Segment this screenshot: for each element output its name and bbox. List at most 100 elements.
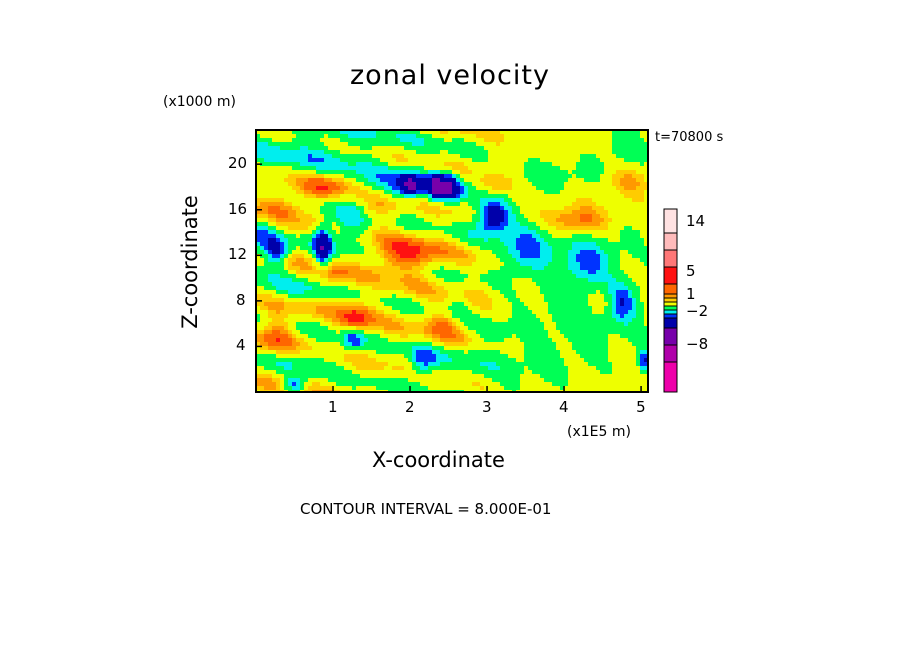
contour-cell [584,194,588,198]
contour-cell [644,246,648,250]
contour-cell [256,150,260,154]
contour-cell [568,174,572,178]
contour-cell [624,254,628,258]
contour-cell [272,182,276,186]
contour-cell [600,218,604,222]
contour-cell [616,262,620,266]
contour-cell [368,158,372,162]
contour-cell [452,194,456,198]
contour-cell [544,210,548,214]
contour-cell [604,202,608,206]
contour-cell [324,254,328,258]
contour-cell [608,254,612,258]
contour-cell [292,154,296,158]
contour-cell [284,158,288,162]
contour-cell [560,278,564,282]
contour-cell [600,270,604,274]
contour-cell [340,154,344,158]
contour-cell [412,186,416,190]
contour-cell [408,202,412,206]
contour-cell [276,314,280,318]
contour-cell [544,274,548,278]
contour-cell [300,134,304,138]
contour-cell [344,190,348,194]
contour-cell [324,146,328,150]
contour-cell [332,150,336,154]
contour-cell [464,210,468,214]
contour-cell [288,134,292,138]
contour-cell [324,206,328,210]
contour-cell [572,274,576,278]
contour-cell [520,250,524,254]
contour-cell [608,298,612,302]
contour-cell [620,250,624,254]
contour-cell [464,326,468,330]
contour-cell [356,142,360,146]
contour-cell [636,246,640,250]
contour-cell [420,310,424,314]
contour-cell [516,286,520,290]
contour-cell [584,322,588,326]
contour-cell [380,142,384,146]
contour-cell [556,186,560,190]
contour-cell [488,190,492,194]
contour-cell [408,242,412,246]
contour-cell [256,214,260,218]
contour-cell [520,246,524,250]
contour-cell [588,130,592,134]
contour-cell [580,326,584,330]
contour-cell [396,266,400,270]
contour-cell [400,130,404,134]
contour-cell [512,218,516,222]
contour-cell [644,162,648,166]
contour-cell [636,298,640,302]
contour-cell [264,322,268,326]
contour-cell [276,186,280,190]
contour-cell [448,210,452,214]
contour-cell [336,138,340,142]
contour-cell [312,218,316,222]
contour-cell [508,266,512,270]
contour-cell [624,246,628,250]
contour-cell [588,298,592,302]
contour-cell [272,150,276,154]
contour-cell [448,142,452,146]
contour-cell [644,278,648,282]
contour-cell [456,306,460,310]
contour-cell [280,234,284,238]
contour-cell [360,246,364,250]
contour-cell [360,138,364,142]
contour-cell [308,266,312,270]
contour-cell [460,234,464,238]
contour-cell [352,206,356,210]
contour-cell [276,302,280,306]
contour-cell [552,234,556,238]
contour-cell [260,210,264,214]
contour-cell [540,246,544,250]
contour-cell [424,214,428,218]
contour-cell [416,318,420,322]
contour-cell [500,278,504,282]
contour-cell [516,310,520,314]
contour-cell [552,230,556,234]
contour-cell [432,150,436,154]
contour-cell [412,314,416,318]
contour-cell [512,198,516,202]
contour-cell [604,246,608,250]
contour-cell [356,186,360,190]
contour-cell [264,310,268,314]
contour-cell [528,238,532,242]
contour-cell [644,294,648,298]
contour-cell [256,294,260,298]
contour-cell [484,178,488,182]
contour-cell [524,270,528,274]
contour-cell [432,250,436,254]
contour-cell [500,310,504,314]
contour-cell [628,190,632,194]
contour-cell [620,322,624,326]
contour-cell [576,166,580,170]
contour-cell [568,158,572,162]
contour-cell [440,158,444,162]
contour-cell [392,230,396,234]
contour-cell [572,254,576,258]
